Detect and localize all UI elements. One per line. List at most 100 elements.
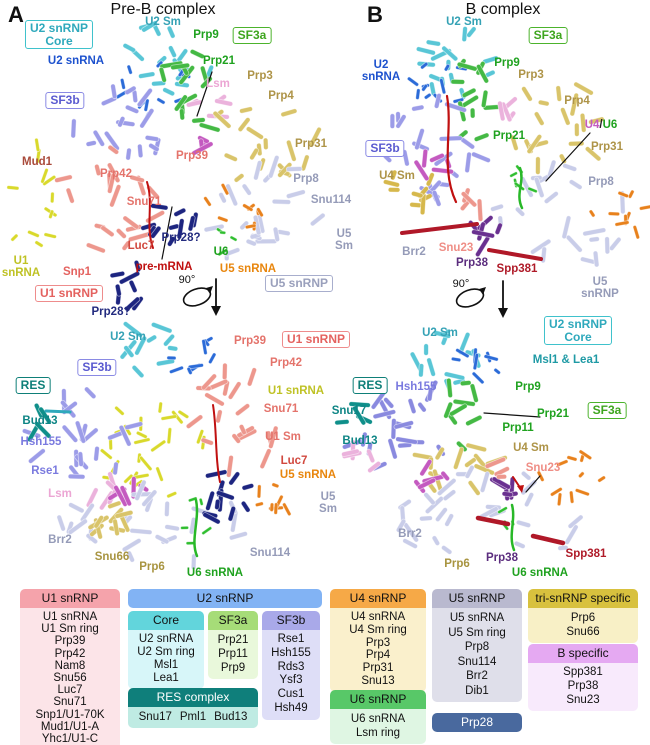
rotation-icon-b xyxy=(455,288,485,308)
b-top-sf3a-box: SF3a xyxy=(528,27,568,44)
panel-b-title: B complex xyxy=(465,1,541,18)
a-top-prp31: Prp31 xyxy=(295,138,327,150)
b-top-sf3b-box: SF3b xyxy=(365,140,405,157)
a-top-u1-snrnp-box: U1 snRNP xyxy=(34,285,104,302)
red-arrowhead xyxy=(517,485,524,493)
b-top-spp381: Spp381 xyxy=(496,263,538,275)
a-bottom-u2-sm: U2 Sm xyxy=(110,331,146,343)
a-rotation-90-label: 90° xyxy=(178,274,196,286)
a-bottom-snu66: Snu66 xyxy=(94,551,130,563)
panel-a-letter: A xyxy=(8,2,24,27)
b-top-snu23: Snu23 xyxy=(438,242,474,254)
a-top-u2-sm: U2 Sm xyxy=(145,16,181,28)
b-bottom-u2-sm: U2 Sm xyxy=(422,327,458,339)
a-bottom-luc7: Luc7 xyxy=(280,455,308,467)
a-top-prp39: Prp39 xyxy=(176,150,208,162)
a-top-sf3b-box: SF3b xyxy=(45,92,85,109)
b-bottom-snu17: Snu17 xyxy=(331,405,367,417)
b-top-brr2: Brr2 xyxy=(402,246,426,258)
b-bottom-prp11: Prp11 xyxy=(502,422,534,434)
b-top-u5-snrnp: U5 snRNP xyxy=(581,276,619,300)
b-top-prp9: Prp9 xyxy=(494,57,520,69)
a-top-prp28-q2: Prp28? xyxy=(91,306,131,318)
b-top-u2-snrna: U2 snRNA xyxy=(361,59,401,83)
b-top-prp3: Prp3 xyxy=(518,69,544,81)
a-bottom-prp39: Prp39 xyxy=(234,335,266,347)
a-bottom-brr2: Brr2 xyxy=(48,534,72,546)
a-top-u6: U6 xyxy=(213,246,229,258)
a-bottom-rse1: Rse1 xyxy=(31,465,59,477)
down-arrow-icon-b xyxy=(498,308,508,318)
a-top-u1-snrna: U1 snRNA xyxy=(1,255,41,279)
b-bottom-snu23: Snu23 xyxy=(525,462,561,474)
b-top-u2-sm: U2 Sm xyxy=(446,16,482,28)
rotation-icon-a xyxy=(182,287,212,307)
a-top-snu114: Snu114 xyxy=(310,194,352,206)
a-bottom-u1-snrna: U1 snRNA xyxy=(267,385,325,397)
b-top-prp31: Prp31 xyxy=(591,141,623,153)
a-bottom-res-box: RES xyxy=(15,377,51,394)
a-top-prp4: Prp4 xyxy=(268,90,294,102)
b-top-u4-u6-part: U6 xyxy=(602,119,618,131)
a-bottom-u5-snrna: U5 snRNA xyxy=(279,469,337,481)
b-bottom-u4-sm: U4 Sm xyxy=(513,442,549,454)
b-bottom-bud13: Bud13 xyxy=(342,435,378,447)
b-top-u4-u6-part: U4 xyxy=(584,119,600,131)
b-top-u4-u6-part: / xyxy=(599,119,603,131)
a-top-u5-snrnp-box: U5 snRNP xyxy=(264,275,334,292)
b-bottom-msl1-lea1: Msl1 & Lea1 xyxy=(532,354,600,366)
a-bottom-sf3b-box: SF3b xyxy=(77,359,117,376)
panel-b-letter: B xyxy=(367,2,383,27)
b-bottom-spp381: Spp381 xyxy=(565,548,607,560)
b-rotation-90-label: 90° xyxy=(452,278,470,290)
down-arrow-icon-a xyxy=(211,306,221,316)
a-top-prp8: Prp8 xyxy=(293,173,319,185)
a-top-prp28-q1: Prp28? xyxy=(161,232,201,244)
b-top-prp4: Prp4 xyxy=(564,95,590,107)
b-bottom-u2-snrnp-core-box: U2 snRNP Core xyxy=(543,316,613,345)
b-top-prp8: Prp8 xyxy=(588,176,614,188)
b-top-u4-sm: U4 Sm xyxy=(379,170,415,182)
b-top-prp21: Prp21 xyxy=(493,130,525,142)
a-bottom-lsm: Lsm xyxy=(48,488,72,500)
a-top-snp1: Snp1 xyxy=(62,266,92,278)
b-bottom-prp21: Prp21 xyxy=(537,408,569,420)
a-bottom-snu114: Snu114 xyxy=(249,547,291,559)
a-top-prp9: Prp9 xyxy=(193,29,219,41)
panel-a-title: Pre-B complex xyxy=(110,1,216,18)
a-top-prp3: Prp3 xyxy=(247,70,273,82)
a-top-pre-mrna: pre-mRNA xyxy=(135,261,193,273)
a-bottom-hsh155: Hsh155 xyxy=(20,436,62,448)
a-top-prp21: Prp21 xyxy=(203,55,235,67)
a-bottom-snu71: Snu71 xyxy=(263,403,299,415)
a-bottom-u1-sm: U1 Sm xyxy=(265,431,301,443)
a-top-mud1: Mud1 xyxy=(21,156,53,168)
a-top-sf3a-box: SF3a xyxy=(232,27,272,44)
b-bottom-sf3a-box: SF3a xyxy=(587,402,627,419)
a-top-u2-snrnp-core-box: U2 snRNP Core xyxy=(24,20,94,49)
a-top-u5-sm: U5 Sm xyxy=(335,228,353,252)
b-bottom-prp38: Prp38 xyxy=(486,552,518,564)
a-top-luc7: Luc7 xyxy=(127,240,155,252)
b-bottom-hsh155: Hsh155 xyxy=(395,381,437,393)
a-top-prp42: Prp42 xyxy=(100,168,132,180)
b-top-u4-u6: U4/U6 xyxy=(584,119,618,132)
a-bottom-bud13: Bud13 xyxy=(22,415,58,427)
a-bottom-prp42: Prp42 xyxy=(270,357,302,369)
a-bottom-u5-sm: U5 Sm xyxy=(319,491,337,515)
b-bottom-res-box: RES xyxy=(352,377,388,394)
a-bottom-prp6: Prp6 xyxy=(139,561,165,573)
a-top-snu71: Snu71 xyxy=(126,196,162,208)
b-bottom-prp9: Prp9 xyxy=(515,381,541,393)
a-top-u2-snrna: U2 snRNA xyxy=(47,55,105,67)
b-bottom-prp6: Prp6 xyxy=(444,558,470,570)
a-top-lsm: Lsm xyxy=(206,78,230,90)
b-top-prp38: Prp38 xyxy=(456,257,488,269)
a-top-u5-snrna: U5 snRNA xyxy=(219,263,277,275)
a-bottom-u1-snrnp-box: U1 snRNP xyxy=(281,331,351,348)
b-bottom-brr2: Brr2 xyxy=(398,528,422,540)
a-bottom-u6-snrna: U6 snRNA xyxy=(186,567,244,579)
b-bottom-u6-snrna: U6 snRNA xyxy=(511,567,569,579)
